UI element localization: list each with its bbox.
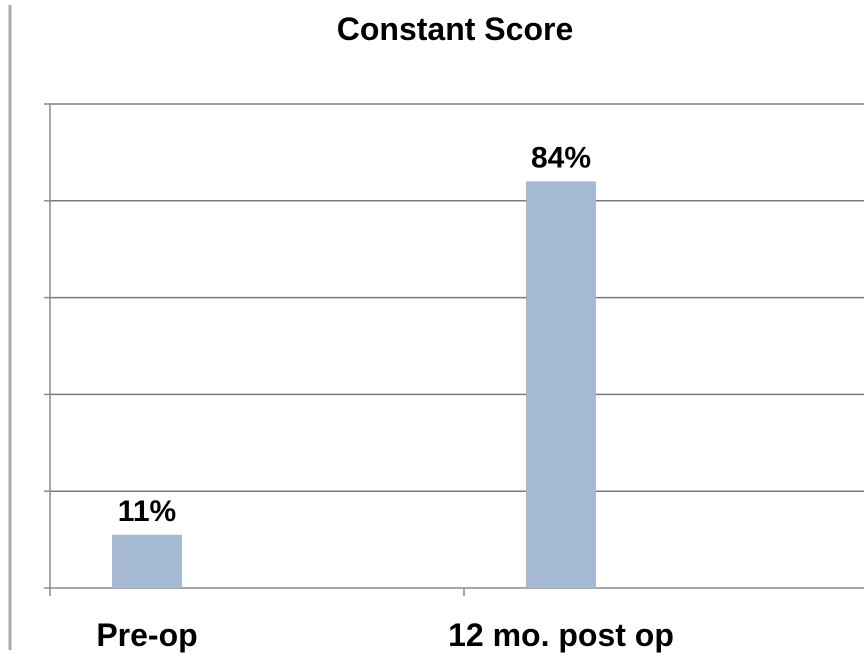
data-labels: 11% 84% xyxy=(118,141,591,527)
data-label: 11% xyxy=(118,495,176,528)
gridlines xyxy=(50,103,864,492)
x-tick-label: Pre-op xyxy=(96,617,197,653)
bars xyxy=(112,181,596,588)
x-tick-label: 12 mo. post op xyxy=(448,617,674,653)
chart-title: Constant Score xyxy=(337,11,573,47)
data-label: 84% xyxy=(531,141,591,174)
bar-pre-op xyxy=(112,534,182,588)
bar-12-mo-post-op xyxy=(526,181,596,588)
x-tick-labels: Pre-op 12 mo. post op xyxy=(96,617,674,653)
axes xyxy=(44,103,864,596)
